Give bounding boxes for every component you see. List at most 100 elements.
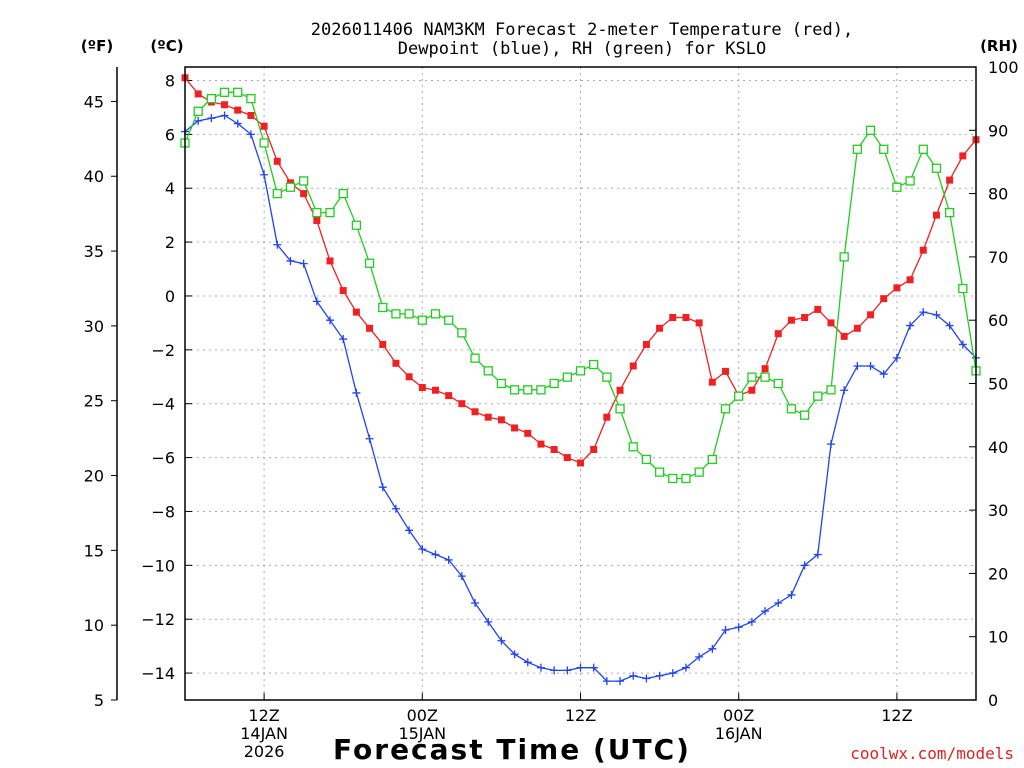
rh-tick-label: 90: [988, 121, 1008, 140]
dewpoint-point: [629, 671, 638, 680]
dewpoint-point: [826, 440, 835, 449]
chart-title-line1: 2026011406 NAM3KM Forecast 2-meter Tempe…: [311, 20, 853, 40]
rh-point: [944, 207, 955, 218]
dewpoint-point: [747, 617, 756, 626]
temperature-point: [682, 314, 690, 322]
x-tick-label: 2026: [244, 742, 285, 761]
plot-frame: [184, 66, 977, 701]
temperature-point: [695, 319, 703, 327]
temperature-point: [801, 314, 809, 322]
rh-point: [773, 378, 783, 389]
fahrenheit-tick-label: 10: [84, 616, 104, 635]
temperature-point: [366, 324, 374, 332]
rh-point: [931, 163, 942, 173]
dewpoint-point: [655, 671, 664, 680]
temperature-point: [761, 365, 769, 373]
dewpoint-point: [536, 663, 545, 672]
dewpoint-point: [391, 504, 400, 513]
series-line-temperature: [184, 77, 977, 464]
dewpoint-point: [681, 663, 690, 672]
rh-tick-label: 70: [988, 248, 1008, 267]
dewpoint-point: [457, 572, 466, 581]
temperature-point: [616, 386, 624, 394]
temperature-point: [656, 324, 664, 332]
celsius-tick-label: 8: [165, 71, 175, 90]
rh-tick-label: 40: [988, 438, 1008, 457]
temperature-point: [603, 413, 611, 421]
dewpoint-point: [378, 483, 387, 492]
rh-point: [193, 106, 203, 116]
rh-point: [457, 328, 467, 338]
dewpoint-point: [800, 561, 809, 570]
dewpoint-point: [550, 666, 559, 675]
dewpoint-point: [840, 386, 849, 395]
rh-point: [747, 372, 757, 382]
dewpoint-point: [246, 130, 255, 139]
dewpoint-point: [866, 361, 875, 370]
temperature-point: [893, 284, 901, 292]
rh-tick-label: 0: [988, 691, 998, 710]
dewpoint-point: [220, 111, 229, 120]
rh-point: [641, 454, 652, 465]
temperature-point: [708, 378, 716, 386]
dewpoint-point: [312, 297, 321, 306]
temperature-point: [445, 392, 453, 400]
rh-point: [312, 207, 322, 218]
temperature-point: [497, 416, 505, 424]
temperature-point: [577, 459, 584, 467]
temperature-point: [563, 454, 571, 462]
temperature-point: [313, 217, 321, 225]
rh-point: [958, 283, 968, 294]
dewpoint-point: [642, 674, 651, 683]
dewpoint-point: [418, 545, 427, 554]
dewpoint-point: [273, 240, 282, 249]
temperature-point: [326, 257, 334, 265]
rh-point: [602, 372, 612, 382]
celsius-tick-label: −6: [151, 449, 175, 468]
grid-lines: [185, 67, 976, 700]
rh-point: [430, 309, 441, 319]
celsius-tick-label: −4: [151, 395, 175, 414]
temperature-point: [537, 440, 545, 448]
celsius-tick-label: −10: [141, 556, 175, 575]
x-tick-label: 00Z: [407, 706, 438, 725]
temperature-point: [221, 101, 229, 109]
rh-point: [918, 144, 928, 154]
plot-series: [180, 74, 981, 686]
temperature-point: [748, 386, 756, 394]
temperature-point: [405, 373, 413, 381]
rh-point: [562, 372, 572, 382]
temperature-point: [959, 152, 967, 160]
temperature-point: [919, 246, 927, 254]
rh-point: [892, 182, 902, 192]
dewpoint-point: [497, 636, 506, 645]
rh-point: [206, 94, 217, 104]
rh-point: [575, 366, 586, 376]
fahrenheit-tick-label: 20: [84, 467, 104, 486]
x-tick-label: 12Z: [881, 706, 912, 725]
rh-point: [391, 309, 401, 319]
dewpoint-point: [919, 308, 928, 317]
rh-point: [444, 315, 454, 325]
rh-point: [272, 188, 282, 199]
dewpoint-point: [365, 434, 374, 443]
rh-point: [378, 302, 388, 313]
temperature-point: [339, 287, 347, 295]
celsius-tick-label: 2: [165, 233, 175, 252]
dewpoint-point: [510, 650, 519, 659]
dewpoint-point: [444, 555, 453, 564]
fahrenheit-tick-label: 40: [84, 167, 104, 186]
temperature-point: [722, 367, 730, 375]
temperature-point: [550, 445, 558, 453]
rh-point: [799, 410, 810, 420]
celsius-tick-label: 0: [165, 287, 175, 306]
dewpoint-point: [906, 321, 915, 330]
x-tick-label: 12Z: [248, 706, 279, 725]
dewpoint-point: [945, 321, 954, 330]
series-dewpoint: [181, 111, 980, 686]
rh-tick-label: 30: [988, 501, 1008, 520]
x-tick-label: 15JAN: [398, 724, 446, 743]
temperature-point: [590, 445, 598, 453]
dewpoint-point: [299, 259, 308, 268]
